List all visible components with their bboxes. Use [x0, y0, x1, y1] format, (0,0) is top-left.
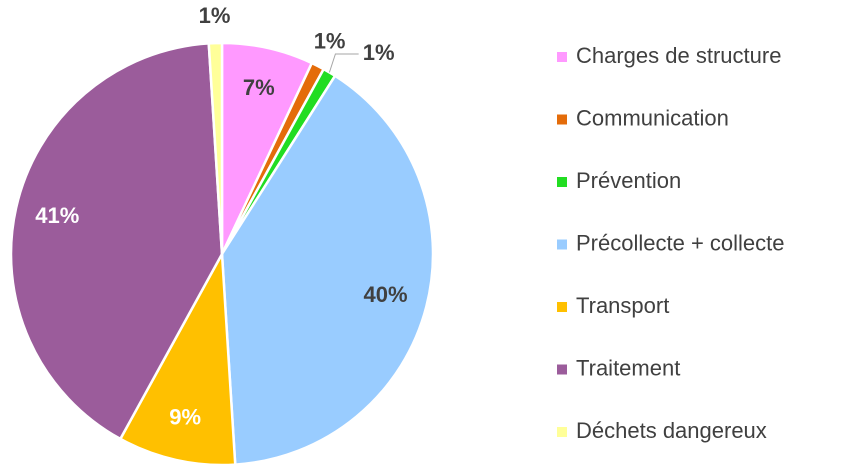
pie-slice	[207, 41, 224, 255]
legend-label: Traitement	[576, 355, 680, 380]
pie-slice	[9, 42, 224, 441]
legend-swatch	[557, 177, 567, 187]
data-label: 40%	[363, 282, 407, 307]
leader-line	[328, 53, 359, 73]
legend-label: Communication	[576, 105, 729, 130]
legend-swatch	[557, 364, 567, 375]
legend-label: Transport	[576, 293, 669, 318]
data-label: 1%	[314, 29, 346, 54]
legend-swatch	[557, 114, 567, 125]
legend-label: Charges de structure	[576, 43, 781, 68]
legend-swatch	[557, 427, 567, 437]
legend-label: Précollecte + collecte	[576, 230, 785, 255]
pie-slice	[220, 74, 435, 465]
legend-swatch	[557, 239, 567, 250]
legend-label: Prévention	[576, 168, 681, 193]
data-label: 9%	[169, 405, 201, 430]
data-label: 1%	[199, 3, 231, 28]
data-label: 41%	[35, 203, 79, 228]
data-label: 7%	[243, 75, 275, 100]
data-label: 1%	[363, 40, 395, 65]
legend-label: Déchets dangereux	[576, 418, 767, 443]
legend-swatch	[557, 302, 567, 312]
legend-swatch	[557, 52, 567, 62]
